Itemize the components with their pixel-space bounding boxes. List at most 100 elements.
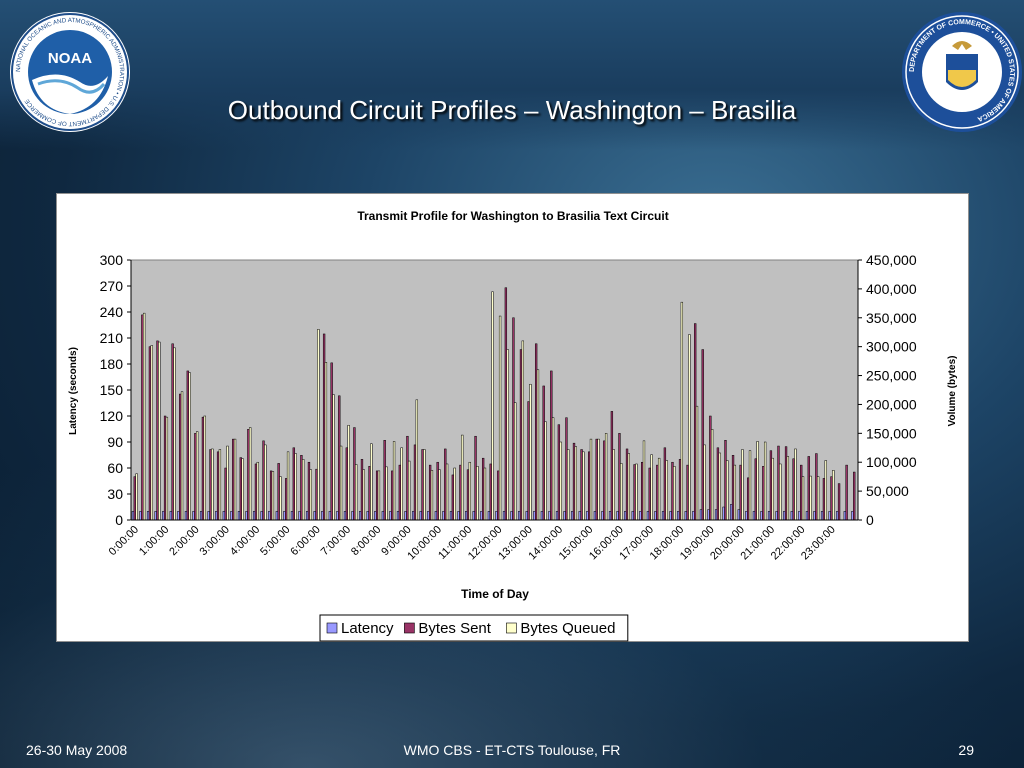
bytes-queued-bar — [286, 451, 290, 521]
bytes-queued-bar — [801, 476, 805, 521]
bytes-sent-bar — [641, 461, 644, 521]
y2-tick-label: 200,000 — [866, 396, 917, 412]
bytes-queued-bar — [536, 369, 540, 521]
bytes-queued-bar — [385, 466, 388, 521]
bytes-queued-bar — [211, 448, 214, 521]
latency-bar — [502, 511, 506, 521]
y2-tick-label: 0 — [866, 512, 874, 528]
latency-bar — [313, 511, 316, 521]
latency-bar — [601, 511, 604, 521]
bytes-sent-bar — [292, 447, 295, 521]
bytes-queued-bar — [347, 424, 350, 521]
bytes-sent-bar — [603, 440, 606, 521]
x-tick-label: 4:00:00 — [228, 524, 262, 558]
bytes-sent-bar — [800, 464, 803, 521]
bytes-queued-bar — [763, 441, 767, 521]
bytes-queued-bar — [657, 457, 661, 521]
bytes-sent-bar — [815, 453, 818, 521]
latency-bar — [222, 511, 226, 521]
bytes-queued-bar — [173, 347, 176, 521]
bytes-sent-bar — [194, 433, 197, 521]
bytes-queued-bar — [196, 431, 199, 521]
bytes-sent-bar — [179, 393, 182, 521]
latency-bar — [805, 511, 809, 521]
legend-swatch — [506, 622, 517, 634]
transmit-profile-chart: Transmit Profile for Washington to Brasi… — [68, 209, 958, 642]
bytes-sent-bar — [716, 447, 720, 521]
commerce-seal-icon: DEPARTMENT OF COMMERCE • UNITED STATES O… — [902, 12, 1022, 132]
bytes-sent-bar — [216, 451, 220, 521]
bytes-sent-bar — [254, 463, 258, 521]
x-axis-label: Time of Day — [461, 587, 529, 601]
bytes-sent-bar — [731, 455, 735, 521]
y-tick-label: 120 — [100, 408, 124, 424]
latency-bar — [783, 511, 786, 521]
latency-bar — [654, 511, 657, 521]
bytes-sent-bar — [413, 444, 417, 521]
latency-bar — [510, 511, 513, 521]
bytes-sent-bar — [572, 442, 576, 521]
x-tick-label: 23:00:00 — [799, 524, 838, 563]
bytes-sent-bar — [701, 349, 704, 521]
bytes-sent-bar — [754, 458, 757, 521]
legend-box — [319, 614, 629, 642]
latency-bar — [737, 509, 740, 521]
page-number: 29 — [958, 742, 974, 758]
latency-bar — [836, 511, 839, 521]
bytes-sent-bar — [133, 476, 136, 521]
bytes-queued-bar — [741, 449, 744, 521]
y-axis-label: Latency (seconds) — [68, 347, 79, 435]
bytes-queued-bar — [665, 460, 668, 521]
latency-bar — [412, 511, 415, 521]
y-tick-label: 30 — [107, 486, 123, 502]
bytes-queued-bar — [695, 405, 699, 521]
bytes-sent-bar — [277, 463, 280, 521]
bytes-sent-bar — [398, 464, 401, 521]
bytes-queued-bar — [241, 458, 244, 521]
latency-bar — [798, 511, 801, 521]
bytes-sent-bar — [739, 464, 742, 521]
bytes-queued-bar — [430, 470, 434, 521]
bytes-queued-bar — [529, 383, 532, 521]
latency-bar — [669, 511, 672, 521]
bytes-sent-bar — [747, 477, 750, 521]
bytes-sent-bar — [618, 433, 621, 521]
y-tick-label: 300 — [100, 252, 124, 268]
latency-bar — [828, 511, 831, 521]
latency-bar — [813, 511, 816, 521]
bytes-queued-bar — [355, 464, 358, 521]
latency-bar — [608, 511, 612, 521]
bytes-queued-bar — [150, 345, 153, 521]
latency-bar — [275, 511, 279, 521]
y2-axis-label: Volume (bytes) — [947, 356, 958, 427]
bytes-queued-bar — [294, 453, 297, 521]
latency-bar — [563, 511, 566, 521]
bytes-sent-bar — [315, 468, 318, 521]
y-tick-label: 270 — [100, 278, 124, 294]
bytes-queued-bar — [408, 460, 411, 521]
latency-bar — [237, 511, 241, 521]
latency-bar — [790, 511, 793, 521]
bytes-queued-bar — [688, 334, 691, 521]
bytes-queued-bar — [135, 473, 138, 521]
y2-tick-label: 150,000 — [866, 425, 917, 441]
bytes-sent-bar — [474, 435, 477, 521]
bytes-sent-bar — [262, 440, 265, 521]
bytes-queued-bar — [597, 438, 600, 521]
latency-bar — [646, 511, 650, 521]
bytes-sent-bar — [451, 474, 455, 521]
bytes-queued-bar — [832, 470, 835, 521]
bytes-queued-bar — [264, 444, 267, 521]
latency-bar — [730, 504, 733, 521]
bytes-sent-bar — [338, 395, 341, 521]
latency-bar — [495, 511, 498, 521]
latency-bar — [328, 511, 332, 521]
bytes-sent-bar — [580, 449, 583, 521]
bytes-queued-bar — [324, 362, 328, 521]
latency-bar — [427, 511, 430, 521]
bytes-sent-bar — [822, 478, 826, 521]
bytes-queued-bar — [817, 476, 820, 521]
x-tick-label: 0:00:00 — [107, 524, 141, 558]
bytes-sent-bar — [807, 456, 810, 521]
bytes-queued-bar — [559, 441, 562, 521]
